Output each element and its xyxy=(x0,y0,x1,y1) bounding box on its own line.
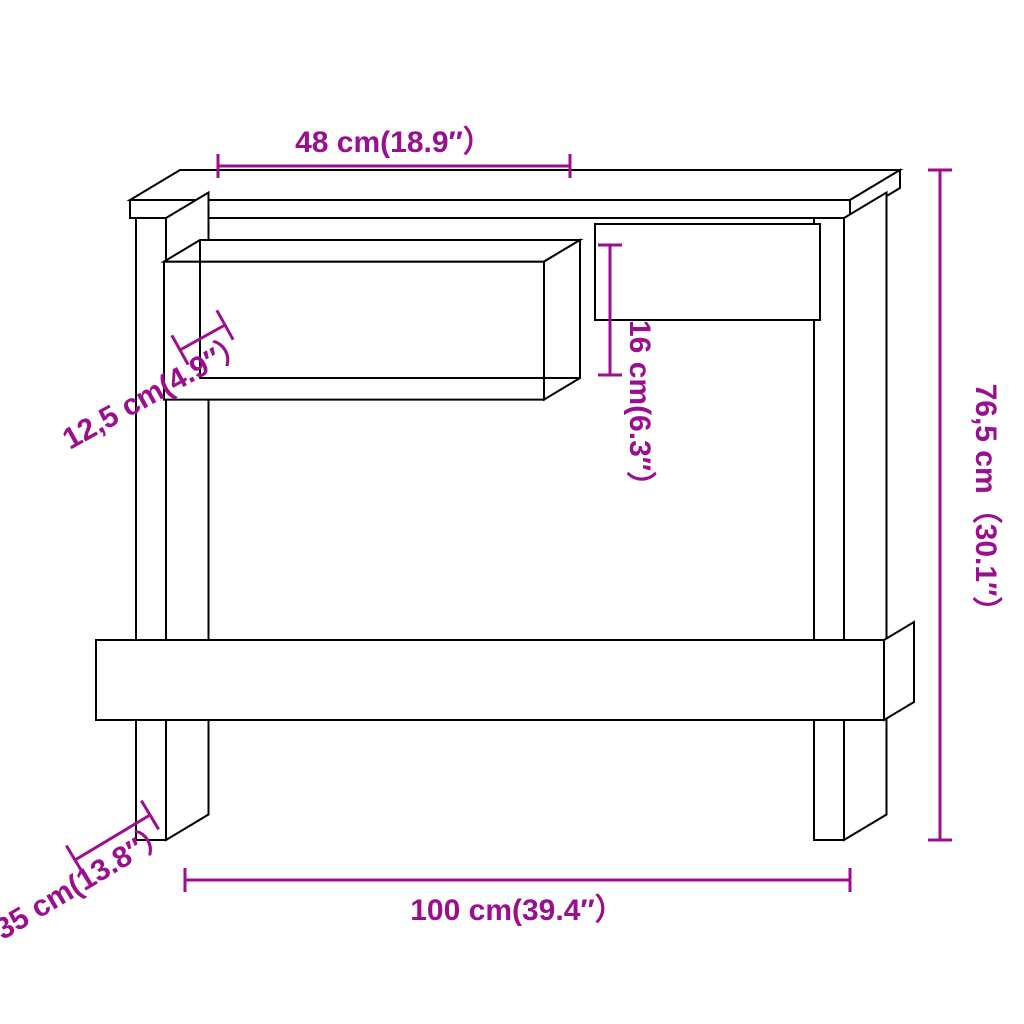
svg-text:48 cm(18.9″）: 48 cm(18.9″） xyxy=(295,125,493,159)
svg-text:16 cm(6.3″）: 16 cm(6.3″） xyxy=(623,320,657,501)
dimension-diagram: 48 cm(18.9″） 16 cm(6.3″） 76,5 cm（30.1″） 100… xyxy=(0,0,1024,1024)
svg-text:100 cm(39.4″）: 100 cm(39.4″） xyxy=(410,893,625,927)
svg-text:35 cm(13.8″）: 35 cm(13.8″） xyxy=(0,815,176,946)
svg-text:76,5 cm（30.1″）: 76,5 cm（30.1″） xyxy=(969,384,1003,627)
